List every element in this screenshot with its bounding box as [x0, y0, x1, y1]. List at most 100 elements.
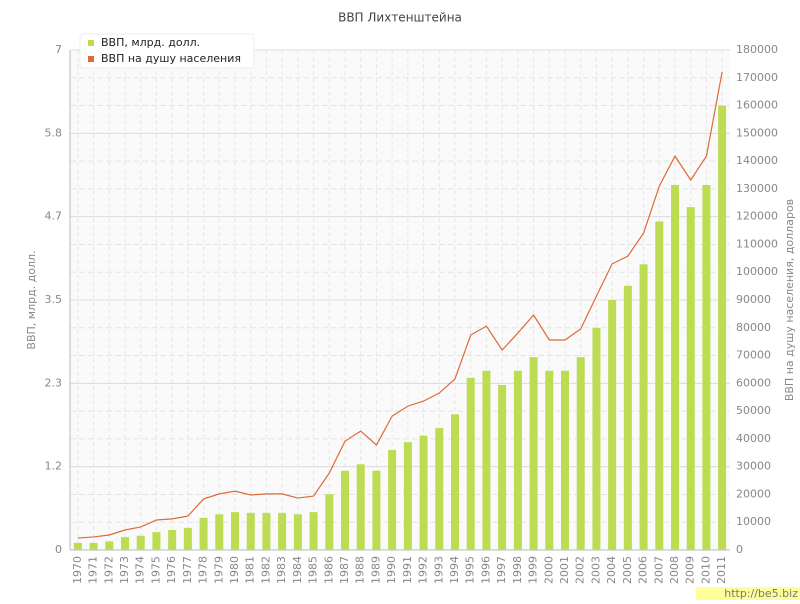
y2-tick-label: 70000	[736, 349, 771, 362]
legend-label: ВВП, млрд. долл.	[101, 36, 200, 49]
bar	[152, 532, 161, 550]
x-tick-label: 1986	[322, 556, 335, 584]
bar	[121, 537, 129, 550]
y2-tick-label: 30000	[736, 460, 771, 473]
y-tick-label: 4.7	[45, 210, 63, 223]
bar	[105, 541, 114, 550]
x-tick-label: 1977	[181, 556, 194, 584]
y2-axis-title: ВВП на душу населения, долларов	[783, 199, 796, 401]
x-tick-label: 1970	[71, 556, 84, 584]
legend-box	[79, 33, 255, 69]
y2-tick-label: 80000	[736, 321, 771, 334]
bar	[278, 512, 287, 550]
y2-tick-label: 60000	[736, 376, 771, 389]
legend-swatch	[88, 56, 94, 62]
watermark-bg	[696, 587, 800, 600]
bar	[89, 542, 98, 550]
x-tick-label: 1971	[87, 556, 100, 584]
bar	[73, 542, 82, 550]
bar	[655, 221, 664, 550]
y-tick-label: 5.8	[45, 126, 63, 139]
bar	[199, 517, 208, 550]
x-tick-label: 1976	[165, 556, 178, 584]
y2-tick-label: 180000	[736, 43, 778, 56]
x-tick-label: 2007	[652, 556, 665, 584]
bar	[623, 285, 632, 550]
bar	[262, 512, 271, 550]
x-tick-label: 1978	[197, 556, 210, 584]
y2-tick-label: 40000	[736, 432, 771, 445]
bar	[529, 357, 538, 550]
bar	[388, 450, 397, 550]
bar	[231, 512, 239, 550]
x-tick-label: 1993	[432, 556, 445, 584]
y2-tick-label: 150000	[736, 126, 778, 139]
x-tick-label: 2005	[621, 556, 634, 584]
y-tick-label: 0	[55, 543, 62, 556]
bar	[639, 264, 648, 550]
bar	[246, 512, 255, 550]
x-tick-label: 2010	[699, 556, 712, 584]
bar	[356, 464, 365, 550]
bar	[419, 435, 428, 550]
x-tick-label: 1995	[464, 556, 477, 584]
legend: ВВП, млрд. долл. ВВП на душу населения	[79, 33, 255, 69]
x-tick-label: 2000	[542, 556, 555, 584]
bar	[136, 535, 145, 550]
bar	[702, 185, 711, 550]
x-tick-label: 1982	[259, 556, 272, 584]
x-tick-label: 1998	[511, 556, 524, 584]
legend-label: ВВП на душу населения	[101, 52, 241, 65]
bar	[545, 370, 554, 550]
x-tick-label: 2011	[715, 556, 728, 584]
x-tick-label: 1972	[102, 556, 115, 584]
x-tick-label: 1989	[369, 556, 382, 584]
y-axis-title: ВВП, млрд. долл.	[25, 250, 38, 349]
bar	[435, 427, 444, 550]
x-tick-label: 2006	[637, 556, 650, 584]
x-tick-label: 2009	[684, 556, 697, 584]
line	[77, 71, 723, 539]
x-tick-label: 1981	[244, 556, 257, 584]
x-tick-label: 2004	[605, 556, 618, 584]
bar	[372, 470, 381, 550]
y2-tick-label: 0	[736, 543, 743, 556]
bar	[215, 514, 224, 550]
x-tick-label: 2003	[589, 556, 602, 584]
bar	[608, 300, 617, 550]
y2-tick-label: 160000	[736, 99, 778, 112]
x-tick-label: 1997	[495, 556, 508, 584]
x-tick-label: 1987	[338, 556, 351, 584]
x-tick-label: 1980	[228, 556, 241, 584]
bar	[309, 512, 318, 550]
bar	[451, 414, 459, 550]
x-tick-label: 2002	[574, 556, 587, 584]
y2-tick-label: 130000	[736, 182, 778, 195]
y-tick-label: 2.3	[45, 376, 63, 389]
x-tick-label: 1984	[291, 556, 304, 584]
y2-tick-label: 140000	[736, 154, 778, 167]
y2-tick-label: 90000	[736, 293, 771, 306]
bar	[576, 357, 585, 550]
bar	[482, 370, 491, 550]
y-tick-label: 7	[55, 43, 62, 56]
y2-tick-label: 50000	[736, 404, 771, 417]
legend-swatch	[88, 40, 94, 46]
y2-tick-label: 10000	[736, 515, 771, 528]
bar	[466, 377, 475, 550]
chart-title: ВВП Лихтенштейна	[338, 11, 462, 25]
y-tick-label: 3.5	[45, 293, 63, 306]
x-tick-label: 1983	[275, 556, 288, 584]
bar	[341, 470, 349, 550]
y2-tick-label: 20000	[736, 487, 771, 500]
bar	[498, 385, 507, 550]
y-tick-label: 1.2	[45, 460, 63, 473]
bar	[293, 514, 302, 550]
x-tick-label: 1992	[417, 556, 430, 584]
x-tick-label: 1999	[527, 556, 540, 584]
bar	[183, 527, 192, 550]
bar	[686, 207, 695, 550]
x-tick-label: 1991	[401, 556, 414, 584]
bar	[168, 530, 177, 550]
x-tick-label: 2001	[558, 556, 571, 584]
